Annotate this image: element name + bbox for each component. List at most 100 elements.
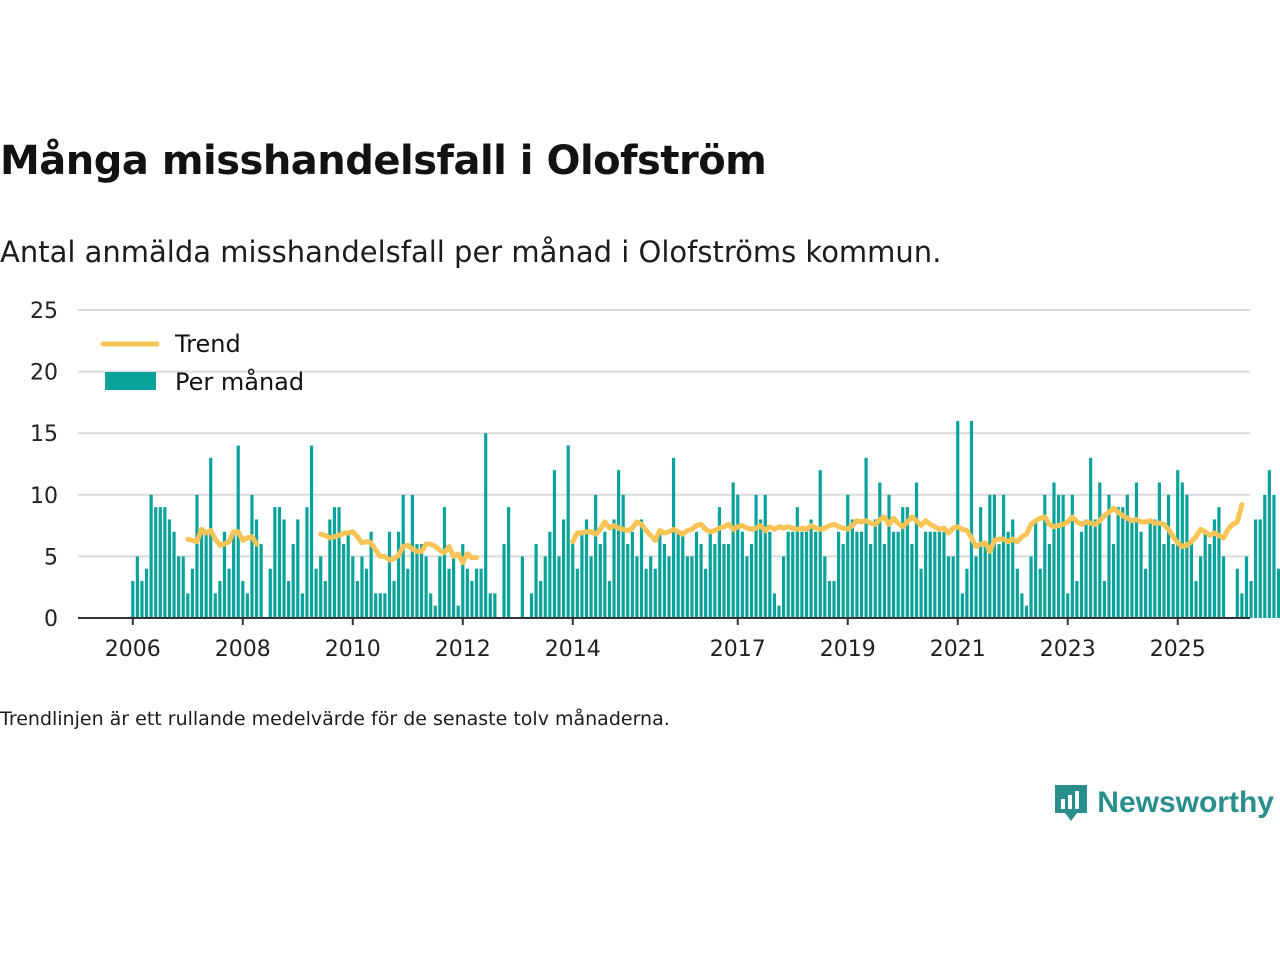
bar [1139,531,1143,618]
bar [277,507,282,618]
bar [465,568,469,618]
bar [1043,494,1047,618]
bar [1111,544,1116,618]
bar [305,507,309,618]
bar [374,593,378,618]
bar [717,507,722,618]
x-tick-label: 2012 [435,637,491,662]
bar [1075,581,1079,618]
bar [552,470,557,618]
bar [259,544,263,618]
bar [598,544,602,618]
bar [1121,507,1125,618]
bar [291,544,295,618]
bar [1034,519,1038,618]
bar [1185,494,1189,618]
bar [186,593,190,618]
bar [218,581,222,618]
bar [754,494,758,618]
bar [369,531,373,618]
legend-bars-label: Per månad [175,367,304,396]
bar [726,544,731,618]
bar [979,507,983,618]
bar [190,568,194,618]
bar [1056,494,1061,618]
newsworthy-logo-icon [1055,785,1088,821]
bar [328,519,332,618]
bar [671,457,676,618]
bar [658,531,662,618]
bar [772,593,777,618]
bar [1157,482,1161,618]
bar [763,494,767,618]
bar [158,507,162,618]
bar [859,531,864,618]
bar [1203,531,1207,618]
bar [1052,482,1056,618]
bar [529,593,534,618]
bar [882,544,887,618]
bar [562,519,566,618]
bar [571,544,575,618]
bar [836,531,841,618]
bar [827,581,832,618]
bar [795,507,799,618]
bar [456,605,460,618]
y-tick-label: 10 [30,484,58,509]
bar [282,519,286,618]
bar [690,556,694,618]
bar [960,593,964,618]
bar [965,568,969,618]
bar [424,556,428,618]
bar [878,482,882,618]
bar [1015,568,1019,618]
bar [300,593,304,618]
bar [241,581,245,618]
bar [548,531,552,618]
x-tick-label: 2023 [1040,637,1096,662]
bar [351,556,355,618]
bar [933,531,937,618]
bar [429,593,433,618]
bar [1267,470,1271,618]
bar [502,544,506,618]
bar [273,507,277,618]
bar [814,531,818,618]
bar [447,568,451,618]
bar [607,581,612,618]
bar [589,556,593,618]
bar [410,494,414,618]
bar [199,531,204,618]
bar [1272,494,1276,618]
bar [974,556,978,618]
bar [914,482,919,618]
bar [919,568,923,618]
bar [172,531,176,618]
chart-subtitle: Antal anmälda misshandelsfall per månad … [0,235,942,269]
bar [1263,494,1267,618]
bar [905,507,909,618]
bar [855,531,859,618]
bar [245,593,249,618]
bar [630,531,634,618]
bar [992,494,996,618]
bar [1208,544,1212,618]
bar [1166,494,1171,618]
bar [1061,494,1065,618]
bar [1162,544,1166,618]
bar [653,568,657,618]
x-tick-label: 2017 [710,637,766,662]
chart-caption: Trendlinjen är ett rullande medelvärde f… [0,708,670,730]
brand-logo[interactable]: Newsworthy [1053,783,1274,823]
bar [580,531,584,618]
bar [869,544,873,618]
bar [177,556,181,618]
bar [406,568,410,618]
bar [438,556,442,618]
bar [1144,568,1148,618]
bar [309,445,314,618]
bar [1029,556,1033,618]
x-axis: 2006 2008 2010 2012 2014 2017 2019 2021 2023 2025 [78,617,1250,662]
bar [1089,457,1093,618]
